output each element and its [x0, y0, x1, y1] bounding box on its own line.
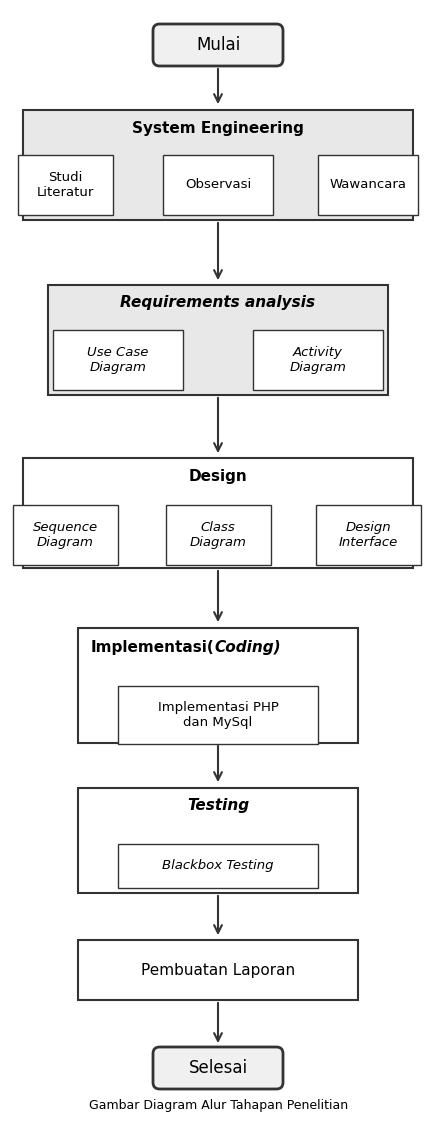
FancyBboxPatch shape: [53, 330, 183, 390]
FancyBboxPatch shape: [13, 504, 118, 565]
Text: Selesai: Selesai: [188, 1059, 248, 1077]
FancyBboxPatch shape: [318, 155, 418, 215]
Text: Implementasi PHP
dan MySql: Implementasi PHP dan MySql: [158, 701, 278, 729]
Text: Blackbox Testing: Blackbox Testing: [162, 860, 274, 872]
FancyBboxPatch shape: [153, 1047, 283, 1088]
Text: Class
Diagram: Class Diagram: [190, 521, 246, 549]
FancyBboxPatch shape: [163, 155, 273, 215]
Text: Use Case
Diagram: Use Case Diagram: [87, 346, 149, 374]
Text: Testing: Testing: [187, 798, 249, 813]
FancyBboxPatch shape: [118, 844, 318, 888]
Text: Wawancara: Wawancara: [329, 178, 406, 192]
FancyBboxPatch shape: [118, 686, 318, 744]
Text: Implementasi(: Implementasi(: [90, 640, 214, 655]
FancyBboxPatch shape: [78, 787, 358, 892]
Text: Gambar Diagram Alur Tahapan Penelitian: Gambar Diagram Alur Tahapan Penelitian: [89, 1099, 348, 1112]
FancyBboxPatch shape: [78, 941, 358, 1000]
FancyBboxPatch shape: [316, 504, 420, 565]
Text: Design: Design: [189, 469, 247, 483]
Text: System Engineering: System Engineering: [132, 120, 304, 136]
FancyBboxPatch shape: [17, 155, 112, 215]
Text: Studi
Literatur: Studi Literatur: [36, 172, 94, 200]
FancyBboxPatch shape: [23, 458, 413, 568]
Text: Sequence
Diagram: Sequence Diagram: [32, 521, 97, 549]
FancyBboxPatch shape: [153, 24, 283, 66]
Text: Activity
Diagram: Activity Diagram: [290, 346, 347, 374]
FancyBboxPatch shape: [48, 285, 388, 395]
Text: Mulai: Mulai: [196, 36, 240, 54]
FancyBboxPatch shape: [78, 628, 358, 742]
FancyBboxPatch shape: [166, 504, 271, 565]
Text: Design
Interface: Design Interface: [338, 521, 398, 549]
Text: Requirements analysis: Requirements analysis: [121, 296, 316, 311]
FancyBboxPatch shape: [23, 110, 413, 220]
Text: Observasi: Observasi: [185, 178, 251, 192]
Text: Pembuatan Laporan: Pembuatan Laporan: [141, 963, 295, 978]
Text: Coding): Coding): [214, 640, 281, 655]
FancyBboxPatch shape: [253, 330, 383, 390]
